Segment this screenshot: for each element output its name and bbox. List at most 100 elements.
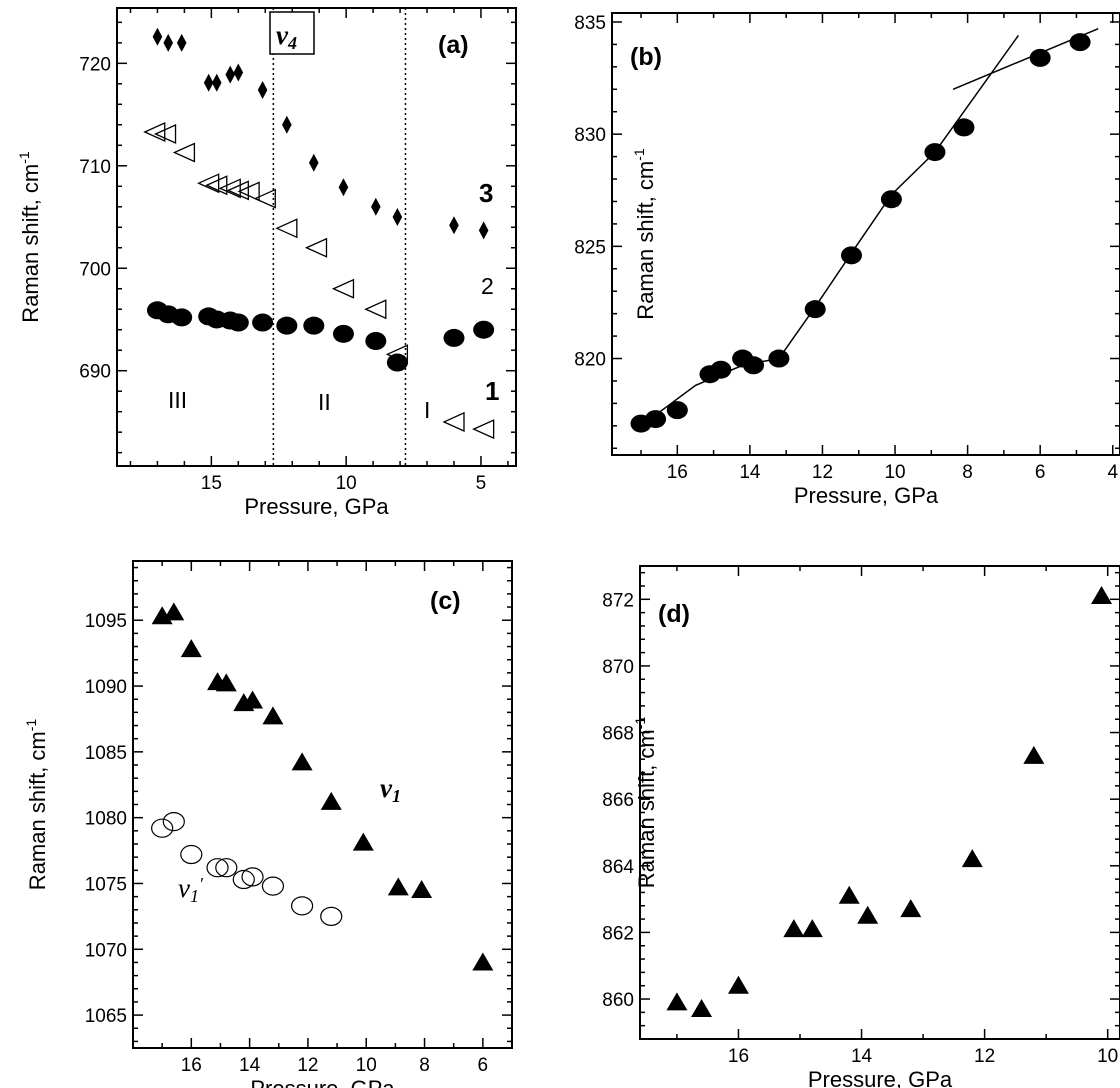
panel-c: 6 8 10 12 14 16 1065 1070 1075 1080 1085 1090 1095 Pr…: [23, 560, 513, 1088]
panel-label: (d): [658, 600, 690, 628]
data-point: [233, 63, 244, 82]
y-tick-label: 1065: [85, 1006, 127, 1027]
y-tick-label: 1090: [85, 677, 127, 698]
x-tick-label: 14: [739, 462, 761, 483]
v1-label-subscript: 1: [392, 786, 401, 806]
x-axis-title: Pressure, GPa: [808, 1067, 953, 1088]
x-axis-title: Pressure, GPa: [794, 483, 939, 508]
data-point: [442, 411, 465, 432]
mode-label-box: [269, 11, 315, 55]
series-v1: [151, 602, 494, 971]
y-axis-title: Raman shift, cm-1: [16, 151, 43, 323]
x-tick-label: 10: [356, 1055, 377, 1076]
plot-frame: [611, 12, 1120, 456]
data-point: [840, 246, 862, 265]
data-point: [180, 844, 203, 865]
y-tick-label: 690: [79, 362, 111, 383]
data-point: [226, 180, 249, 201]
data-point: [172, 142, 196, 163]
data-point: [241, 867, 264, 887]
plot-frame: [116, 7, 517, 467]
data-point: [275, 218, 298, 239]
data-point: [352, 832, 374, 851]
y-axis-title-superscript: -1: [16, 151, 32, 164]
data-point: [386, 353, 408, 372]
v1-label: ν1: [380, 773, 401, 806]
y-tick-label: 1085: [85, 743, 127, 764]
x-tick-label: 6: [1035, 462, 1046, 483]
y-tick-label: 866: [602, 790, 634, 811]
plot-frame: [132, 560, 513, 1049]
panel-label: (c): [430, 587, 461, 615]
y-tick-label: 825: [574, 237, 606, 258]
x-axis-title: Pressure, GPa: [250, 1076, 395, 1088]
series-3: [152, 27, 489, 240]
data-point: [857, 905, 879, 924]
data-point: [768, 349, 790, 368]
data-point: [227, 313, 249, 332]
data-point: [262, 706, 284, 725]
data-point: [163, 602, 185, 621]
data-point: [473, 320, 495, 339]
y-tick-label: 700: [79, 259, 111, 280]
x-tick-label: 12: [812, 462, 833, 483]
data-point: [801, 919, 823, 938]
data-point: [276, 316, 298, 335]
data-point: [180, 639, 202, 658]
y-axis-title-superscript: -1: [23, 719, 39, 732]
x-axis-title: Pressure, GPa: [244, 494, 389, 519]
data-point: [364, 299, 387, 320]
x-tick-label: 12: [974, 1046, 995, 1067]
data-point: [449, 216, 459, 235]
y-tick-label: 864: [602, 857, 634, 878]
x-tick-label: 14: [851, 1046, 873, 1067]
data-point: [282, 115, 292, 134]
y-axis-title-superscript: -1: [632, 717, 648, 730]
data-point: [900, 899, 922, 918]
y-tick-label: 710: [79, 157, 111, 178]
phase-label-III: III: [168, 387, 187, 413]
data-point: [924, 143, 946, 162]
x-tick-label: 12: [297, 1055, 318, 1076]
y-tick-label: 862: [602, 923, 634, 944]
y-tick-label: 830: [574, 125, 606, 146]
mode-label-subscript: 4: [287, 33, 297, 53]
series-label-1: 1: [485, 376, 499, 406]
data-point: [338, 178, 349, 197]
x-tick-label: 6: [478, 1055, 489, 1076]
y-axis-title-superscript: -1: [631, 148, 647, 161]
data-point: [332, 324, 354, 343]
panel-b: 4 6 8 10 12 14 16 820 825 830 835 Pressure, GPa Rama…: [574, 12, 1120, 508]
series-2: [143, 121, 495, 440]
data-point: [387, 877, 409, 896]
data-point: [1023, 745, 1045, 764]
y-tick-label: 868: [602, 724, 634, 745]
data-point: [290, 896, 314, 916]
data-point: [206, 858, 229, 878]
x-tick-label: 16: [667, 462, 688, 483]
x-tick-label: 4: [1107, 462, 1118, 483]
data-point: [253, 188, 276, 209]
series-1: [146, 301, 495, 372]
y-tick-label: 720: [79, 54, 111, 75]
data-point: [232, 869, 255, 890]
data-point: [320, 906, 343, 926]
data-point: [215, 673, 237, 692]
data-point: [171, 308, 193, 327]
x-tick-label: 8: [962, 462, 973, 483]
y-tick-label: 1080: [85, 809, 127, 830]
data-point: [176, 33, 187, 52]
panel-label: (a): [438, 31, 469, 59]
x-tick-label: 16: [181, 1055, 202, 1076]
data-point: [710, 360, 732, 379]
data-point: [143, 121, 166, 142]
series-v1prime: [151, 812, 343, 926]
data-point: [1091, 585, 1113, 604]
v1-prime-label-prime: ′: [199, 874, 204, 894]
data-point: [727, 975, 749, 994]
y-tick-label: 870: [602, 657, 634, 678]
data-point: [743, 356, 765, 375]
data-point: [237, 181, 260, 202]
data-point: [1069, 33, 1091, 52]
